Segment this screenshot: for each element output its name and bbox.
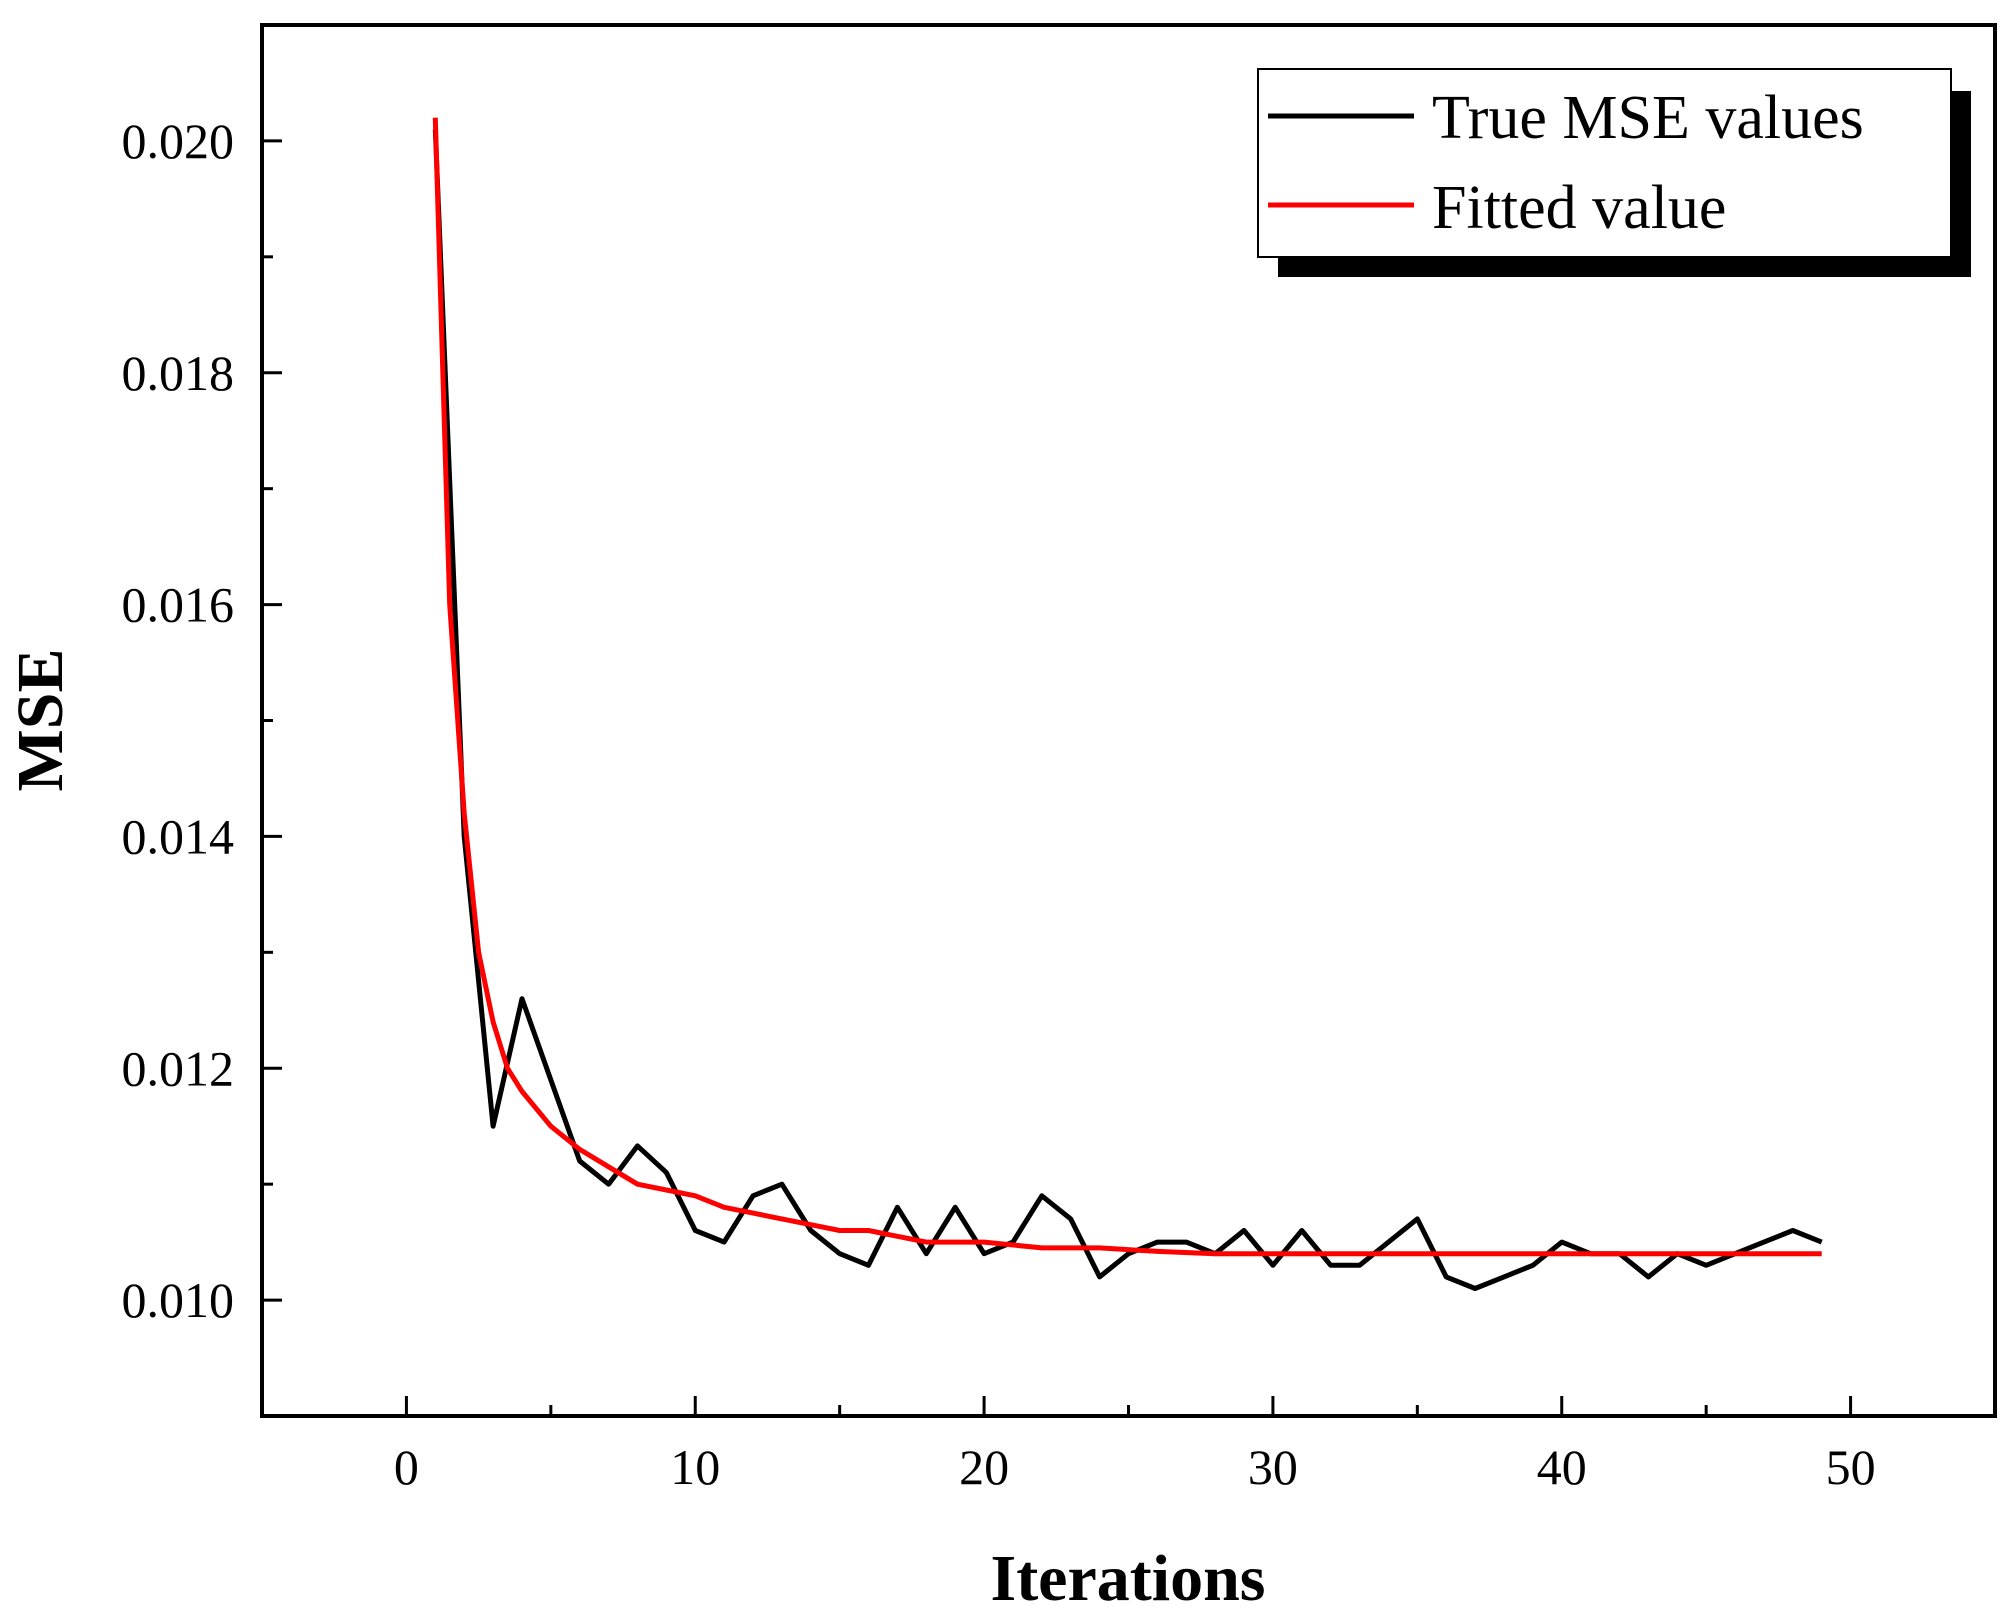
y-tick-label-0.016: 0.016 — [122, 577, 235, 633]
x-tick-label-30: 30 — [1248, 1439, 1298, 1495]
x-tick-label-50: 50 — [1826, 1439, 1876, 1495]
x-tick-label-20: 20 — [959, 1439, 1009, 1495]
legend-box — [1257, 68, 1952, 258]
x-axis-title: Iterations — [991, 1542, 1266, 1614]
y-tick-label-0.012: 0.012 — [122, 1040, 235, 1096]
y-tick-label-0.018: 0.018 — [122, 345, 235, 401]
x-axis: 0 10 20 30 40 50 — [394, 1396, 1876, 1495]
y-axis: 0.010 0.012 0.014 0.016 0.018 0.020 — [122, 113, 282, 1418]
x-tick-label-0: 0 — [394, 1439, 419, 1495]
y-tick-label-0.014: 0.014 — [122, 808, 235, 864]
series-line-fitted-value — [432, 117, 1822, 1257]
y-tick-label-0.010: 0.010 — [122, 1272, 235, 1328]
x-tick-label-40: 40 — [1537, 1439, 1587, 1495]
x-tick-label-10: 10 — [670, 1439, 720, 1495]
y-tick-label-0.020: 0.020 — [122, 113, 235, 169]
series-line-true-mse-values — [432, 129, 1823, 1291]
y-axis-title: MSE — [4, 648, 77, 791]
legend-label-fitted: Fitted value — [1432, 174, 1726, 242]
legend: True MSE values Fitted value — [1257, 68, 1971, 277]
legend-label-true-mse: True MSE values — [1432, 84, 1864, 152]
series-layer — [432, 117, 1823, 1291]
